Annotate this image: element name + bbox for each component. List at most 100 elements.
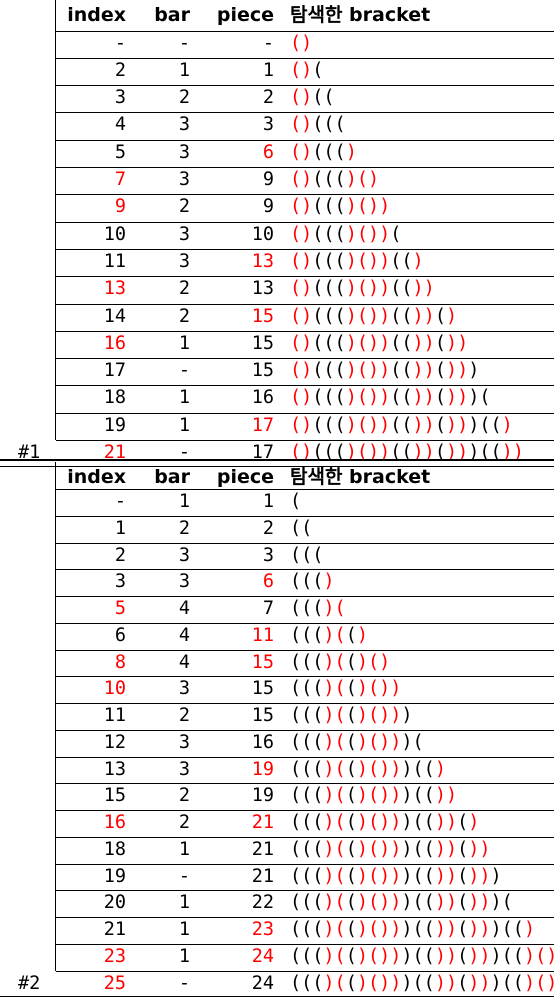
bracket-cell: ((()(()()) [290, 676, 401, 702]
bracket-highlight: )) [412, 332, 435, 354]
table-row: 21 1 23((()(()()))(())()))(() [0, 917, 554, 944]
table-row: 8 4 15((()(()() [0, 650, 554, 677]
bracket-cell: ()((()())(())() [290, 304, 457, 330]
piece-cell: 9 [262, 196, 274, 218]
bracket-highlight: )( [323, 785, 346, 807]
column-header-bar: bar [154, 4, 190, 26]
bracket-segment: )(( [401, 838, 435, 860]
index-cell: 19 [103, 414, 126, 436]
table-row: 16 1 15()((()())(())()) [0, 331, 554, 358]
row-divider [56, 703, 554, 704]
table-row: 18 1 16()((()())(())()))( [0, 385, 554, 412]
bracket-segment: ( [434, 387, 446, 409]
table-row: 9 2 9 ()((()()) [0, 194, 554, 221]
bracket-segment: ((( [312, 250, 346, 272]
column-header-bar: bar [154, 466, 190, 488]
bracket-segment: ( [345, 758, 357, 780]
index-cell: 6 [114, 624, 126, 646]
bracket-segment: ( [345, 651, 357, 673]
bracket-segment: )(( [490, 945, 524, 967]
piece-cell: 21 [251, 812, 274, 833]
bar-cell: 3 [178, 141, 190, 163]
table-row: 2 1 1 ()( [0, 58, 554, 85]
table-row: 3 2 2 ()(( [0, 85, 554, 112]
bracket-highlight: )( [323, 892, 346, 914]
bracket-cell: ((()(()() [290, 650, 390, 676]
bracket-segment: )(( [490, 972, 524, 994]
bar-cell: 1 [178, 387, 190, 409]
row-divider [56, 330, 554, 332]
bracket-highlight: () [290, 278, 313, 300]
index-cell: 14 [103, 305, 126, 327]
bracket-segment: ((( [290, 571, 324, 593]
bracket-cell: ((()(()()))( [290, 730, 424, 756]
row-divider [56, 542, 554, 544]
bracket-highlight: )) [379, 678, 402, 700]
piece-cell: 16 [251, 731, 274, 753]
bracket-highlight: () [290, 196, 313, 218]
table-row: 16 2 21((()(()()))(())() [0, 810, 554, 837]
piece-cell: 10 [251, 223, 274, 245]
bar-cell: 3 [178, 169, 190, 190]
bracket-highlight: )) [367, 360, 391, 382]
bar-cell: - [178, 972, 190, 994]
bracket-cell: ((()(()()))(())()) [290, 837, 491, 863]
bar-cell: 3 [178, 250, 190, 272]
table-row: 25-24((()(()()))(())()))(()())#2 [0, 971, 554, 998]
table-row: 10 3 15((()(()()) [0, 676, 554, 703]
table-header: index bar piece 탐색한 bracket [0, 2, 554, 29]
index-cell: 11 [103, 250, 126, 272]
bracket-highlight: ) [356, 624, 368, 646]
row-divider [56, 30, 554, 32]
row-divider [56, 358, 554, 360]
row-divider [56, 622, 554, 624]
bracket-highlight: )( [345, 332, 368, 354]
bracket-cell: ((()(()()))(())()))( [290, 890, 513, 916]
bracket-cell: ((()(()()))(())()))(()()) [290, 971, 554, 997]
bracket-cell: ()((()())(())())) [290, 358, 479, 384]
bracket-highlight: )) [379, 731, 402, 753]
label-column-divider [55, 0, 56, 440]
bracket-segment: ((( [312, 114, 346, 136]
bracket-segment: )(( [468, 414, 502, 436]
bracket-highlight: () [290, 250, 313, 272]
bracket-segment: ((( [312, 196, 346, 218]
piece-cell: 11 [251, 624, 274, 646]
bracket-highlight: )) [434, 812, 458, 833]
index-cell: 21 [103, 442, 126, 463]
bracket-cell: ((()(()())) [290, 703, 413, 729]
bracket-segment: )(( [401, 919, 435, 940]
bar-cell: - [178, 865, 190, 887]
bracket-segment: ( [345, 624, 357, 646]
bracket-highlight: )) [445, 360, 469, 382]
bar-cell: 2 [178, 705, 190, 726]
index-cell: 12 [103, 731, 126, 753]
bracket-highlight: )) [445, 387, 469, 409]
bracket-segment: ((( [312, 169, 346, 190]
table-row: 10 3 10 ()((()())( [0, 222, 554, 249]
row-divider [56, 412, 554, 414]
bracket-highlight: )) [468, 892, 491, 914]
bracket-highlight: ) [323, 571, 335, 593]
bar-cell: 3 [178, 223, 190, 245]
bracket-highlight: ) [434, 758, 446, 780]
table-row: 21-17()((()())(())()))(()) #1 [0, 440, 554, 467]
row-divider [56, 943, 554, 945]
index-cell: 9 [114, 196, 126, 218]
bracket-highlight: () [290, 32, 313, 54]
bracket-segment: ((( [312, 332, 346, 354]
bracket-highlight: )) [468, 919, 491, 940]
bracket-highlight: () [290, 114, 313, 136]
bracket-segment: ( [457, 945, 469, 967]
bracket-segment: ((( [312, 387, 346, 409]
row-divider [56, 917, 554, 918]
bar-cell: 1 [178, 892, 190, 914]
index-cell: 20 [103, 892, 126, 914]
bar-cell: 2 [178, 87, 190, 109]
table-label: #2 [18, 972, 41, 994]
bracket-highlight: ) [367, 169, 380, 190]
bracket-segment: (( [390, 305, 413, 327]
bracket-highlight: () [290, 169, 313, 190]
bracket-highlight: )( [356, 651, 380, 673]
